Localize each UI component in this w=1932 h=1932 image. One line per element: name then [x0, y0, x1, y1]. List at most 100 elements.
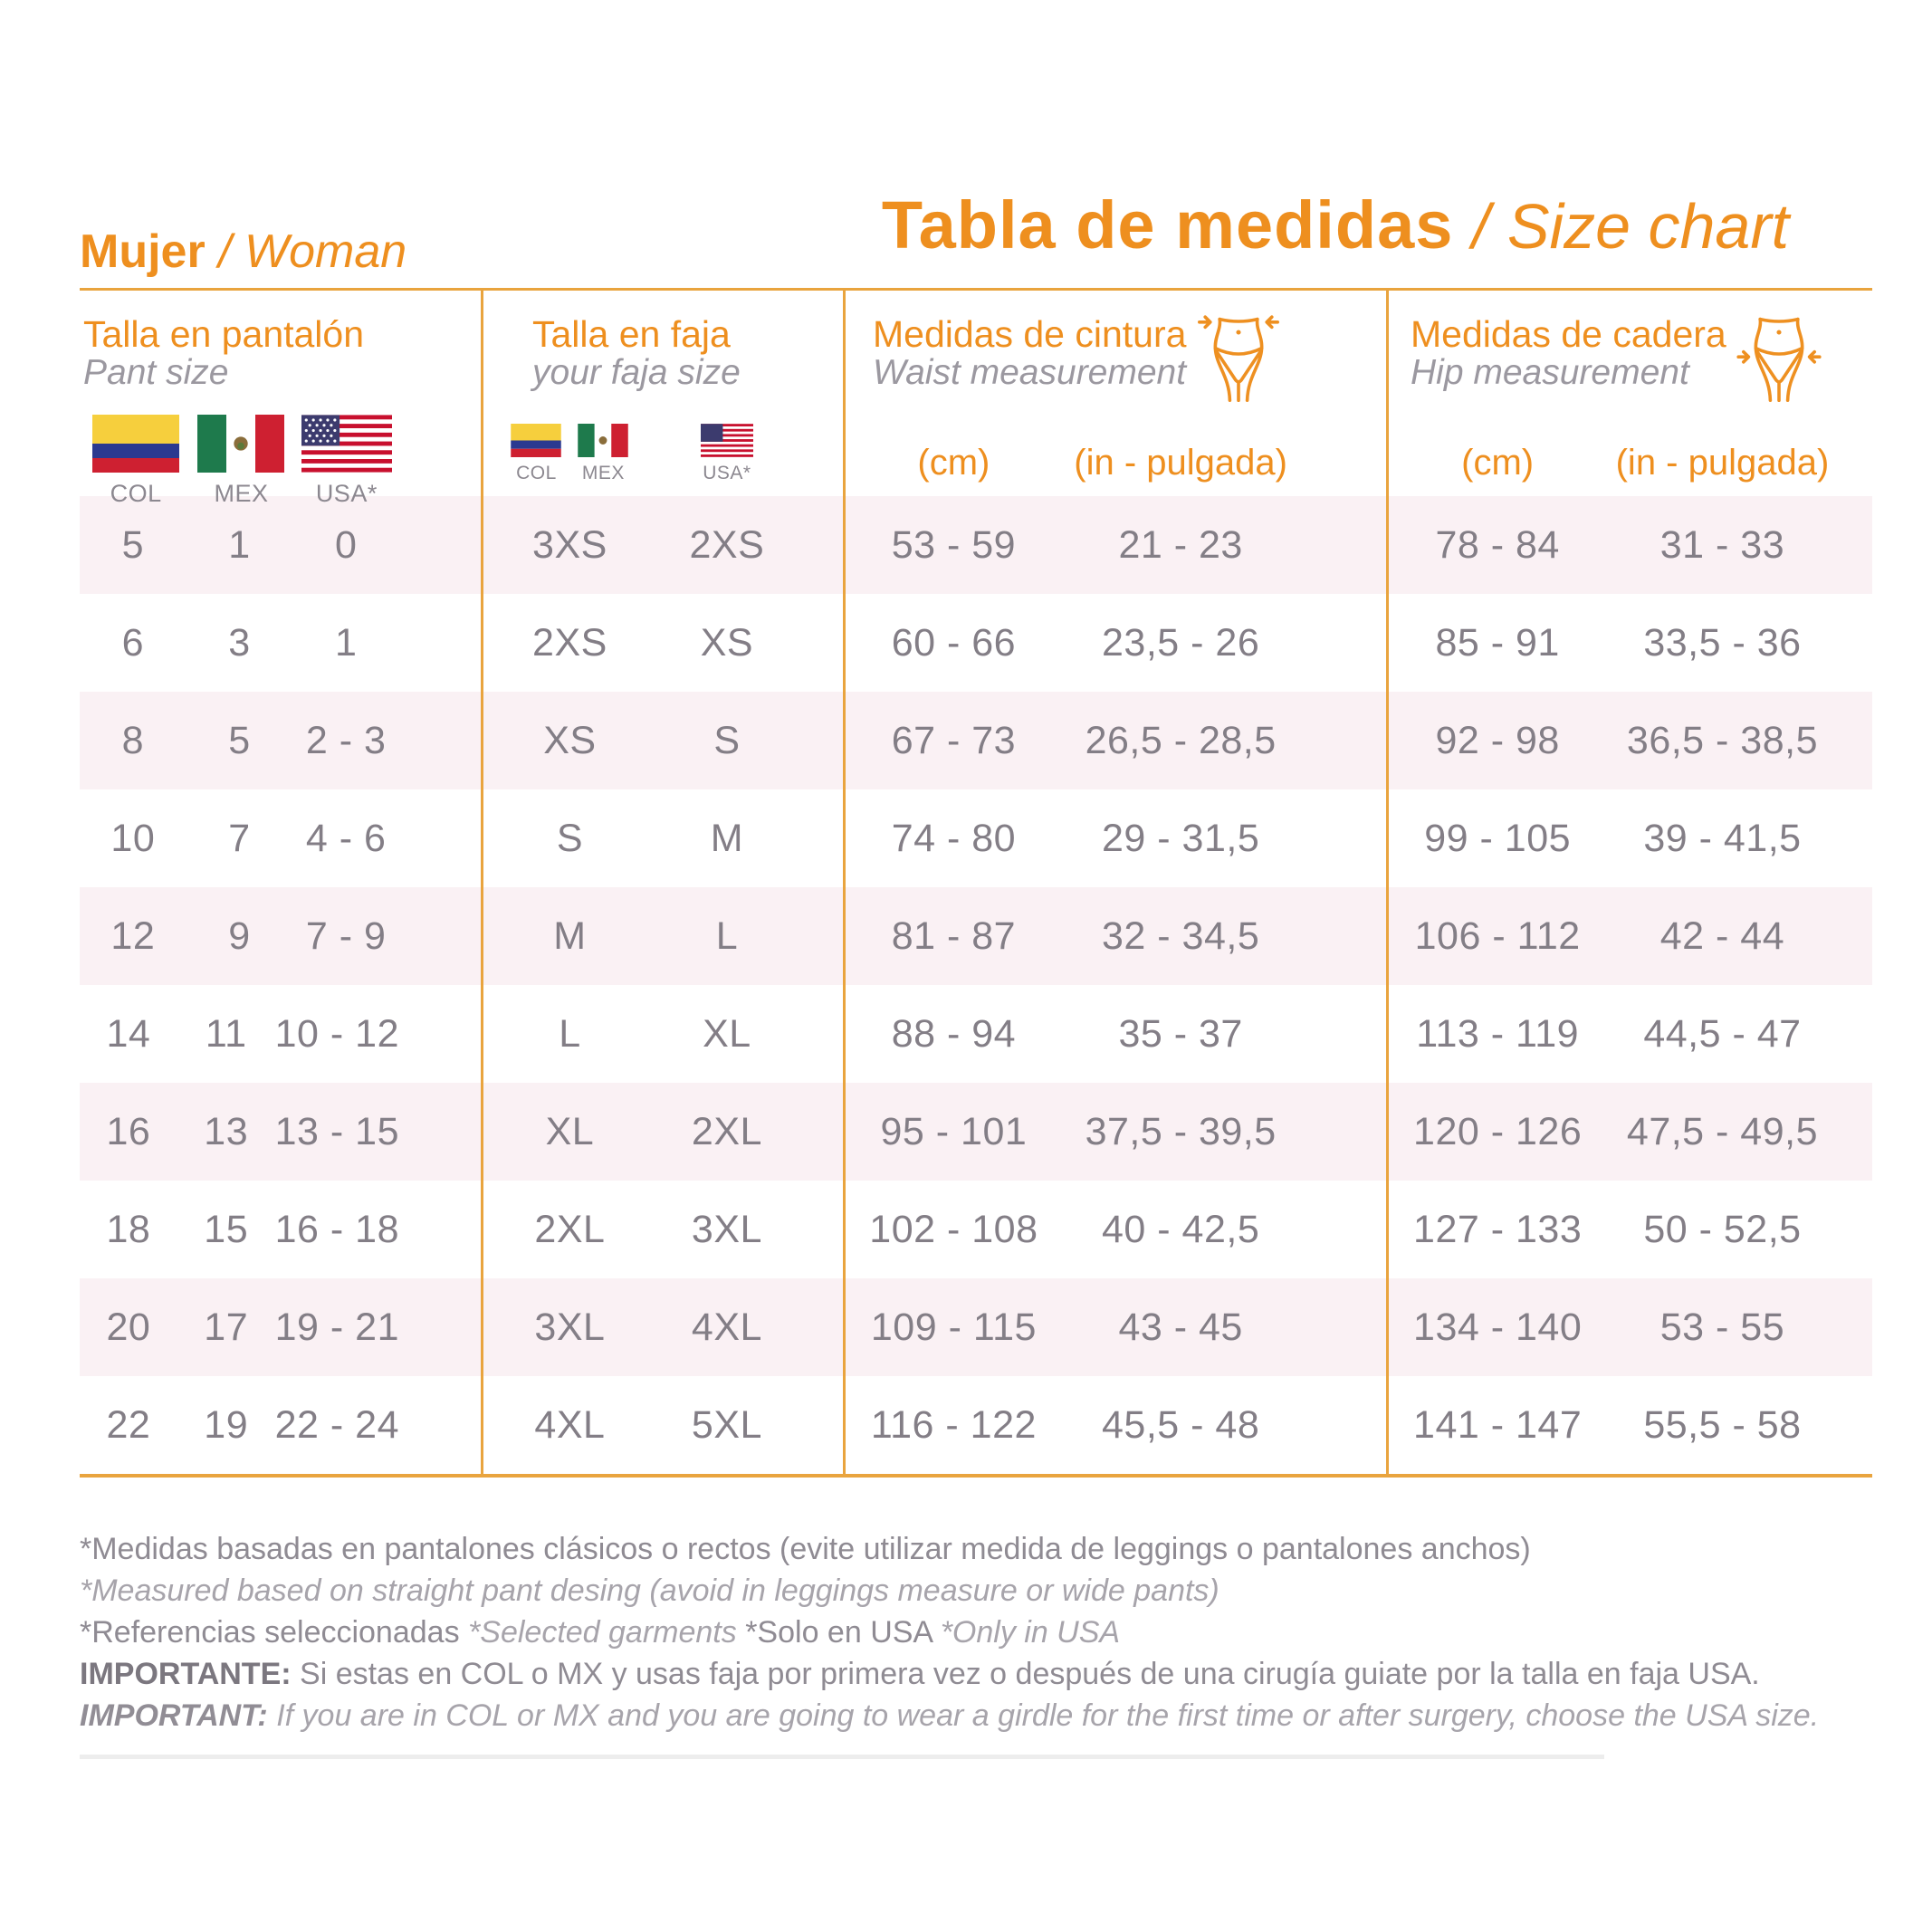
- row-faja-size-cells: S M: [481, 789, 843, 887]
- cell-pant-col: 20: [106, 1305, 151, 1349]
- table-row: 20 17 19 - 21 3XL 4XL 109 - 115 43 - 45 …: [80, 1278, 1872, 1376]
- header-hip: Medidas de cadera Hip measurement: [1386, 291, 1872, 509]
- cell-hip-cm: 141 - 147: [1413, 1402, 1583, 1447]
- cell-pant-usa: 19 - 21: [274, 1305, 399, 1349]
- mexico-flag-icon: [578, 424, 629, 458]
- cell-faja-colmex: 4XL: [534, 1402, 606, 1447]
- footnote-line: IMPORTANT: If you are in COL or MX and y…: [80, 1695, 1854, 1736]
- row-faja-size-cells: 2XS XS: [481, 594, 843, 692]
- footnote-segment: *Solo en USA: [745, 1615, 941, 1650]
- section-title: Mujer / Woman: [80, 225, 406, 279]
- hip-measure-icon: [1736, 317, 1822, 402]
- cell-faja-usa: S: [713, 718, 741, 762]
- cell-faja-colmex: L: [559, 1011, 581, 1056]
- row-hip-cells: 120 - 126 47,5 - 49,5: [1386, 1083, 1872, 1181]
- cell-pant-mex: 11: [205, 1011, 247, 1056]
- row-waist-cells: 74 - 80 29 - 31,5: [843, 789, 1386, 887]
- hip-title-en: Hip measurement: [1411, 353, 1689, 393]
- cell-hip-cm: 85 - 91: [1435, 620, 1560, 665]
- cell-faja-colmex: 2XS: [532, 620, 607, 665]
- cell-hip-cm: 106 - 112: [1414, 913, 1581, 958]
- cell-hip-in: 33,5 - 36: [1643, 620, 1802, 665]
- pant-size-flags: COL MEX: [83, 415, 481, 508]
- row-faja-size-cells: XL 2XL: [481, 1083, 843, 1181]
- pant-size-title-es: Talla en pantalón: [83, 313, 365, 355]
- cell-faja-usa: 4XL: [691, 1305, 762, 1349]
- footnote-segment: *Only in USA: [940, 1615, 1121, 1650]
- cell-pant-usa: 7 - 9: [305, 913, 387, 958]
- faja-size-flags: COL MEX: [483, 424, 843, 484]
- cell-faja-colmex: XL: [545, 1109, 595, 1153]
- cell-pant-col: 8: [121, 718, 145, 762]
- cell-hip-cm: 134 - 140: [1413, 1305, 1583, 1349]
- cell-pant-col: 12: [110, 913, 156, 958]
- cell-hip-cm: 99 - 105: [1424, 816, 1572, 860]
- row-hip-cells: 92 - 98 36,5 - 38,5: [1386, 692, 1872, 789]
- footnote-segment: *Selected garments: [468, 1615, 746, 1650]
- cell-waist-in: 29 - 31,5: [1102, 816, 1260, 860]
- flag-label-col: COL: [516, 463, 557, 484]
- cell-hip-in: 42 - 44: [1659, 913, 1785, 958]
- cell-faja-usa: 2XL: [691, 1109, 762, 1153]
- row-waist-cells: 88 - 94 35 - 37: [843, 985, 1386, 1083]
- waist-units: (cm) (in - pulgada): [846, 443, 1386, 483]
- row-hip-cells: 78 - 84 31 - 33: [1386, 496, 1872, 594]
- cell-waist-cm: 53 - 59: [891, 522, 1017, 567]
- cell-pant-usa: 2 - 3: [305, 718, 387, 762]
- row-pant-size-cells: 10 7 4 - 6: [80, 789, 481, 887]
- header-pant-size: Talla en pantalón Pant size COL: [80, 291, 481, 508]
- table-row: 6 3 1 2XS XS 60 - 66 23,5 - 26 85 - 91 3…: [80, 594, 1872, 692]
- row-waist-cells: 53 - 59 21 - 23: [843, 496, 1386, 594]
- row-hip-cells: 127 - 133 50 - 52,5: [1386, 1181, 1872, 1278]
- cell-pant-mex: 19: [204, 1402, 249, 1447]
- faja-size-title-es: Talla en faja: [532, 313, 731, 355]
- flag-label-usa: USA*: [315, 480, 378, 508]
- cell-waist-cm: 88 - 94: [891, 1011, 1017, 1056]
- row-faja-size-cells: M L: [481, 887, 843, 985]
- row-waist-cells: 60 - 66 23,5 - 26: [843, 594, 1386, 692]
- cell-faja-colmex: M: [553, 913, 587, 958]
- cell-pant-mex: 1: [228, 522, 251, 567]
- cell-faja-colmex: 3XL: [534, 1305, 606, 1349]
- flag-mexico: MEX: [188, 415, 293, 508]
- cell-pant-mex: 17: [204, 1305, 249, 1349]
- cell-waist-cm: 116 - 122: [870, 1402, 1037, 1447]
- footnote-segment: Si estas en COL o MX y usas faja por pri…: [300, 1657, 1760, 1691]
- table-row: 18 15 16 - 18 2XL 3XL 102 - 108 40 - 42,…: [80, 1181, 1872, 1278]
- row-pant-size-cells: 12 9 7 - 9: [80, 887, 481, 985]
- row-waist-cells: 95 - 101 37,5 - 39,5: [843, 1083, 1386, 1181]
- row-waist-cells: 102 - 108 40 - 42,5: [843, 1181, 1386, 1278]
- hip-title-es: Medidas de cadera: [1411, 313, 1726, 355]
- cell-waist-cm: 102 - 108: [869, 1207, 1038, 1251]
- cell-pant-mex: 15: [204, 1207, 249, 1251]
- cell-pant-mex: 7: [228, 816, 251, 860]
- cell-faja-usa: 3XL: [691, 1207, 762, 1251]
- row-waist-cells: 109 - 115 43 - 45: [843, 1278, 1386, 1376]
- cell-waist-cm: 67 - 73: [891, 718, 1017, 762]
- cell-faja-usa: XL: [703, 1011, 751, 1056]
- cell-hip-in: 39 - 41,5: [1643, 816, 1802, 860]
- footnote-line: IMPORTANTE: Si estas en COL o MX y usas …: [80, 1653, 1854, 1695]
- footnote-line: *Referencias seleccionadas *Selected gar…: [80, 1612, 1854, 1653]
- waist-measure-icon: [1198, 315, 1280, 402]
- cell-pant-col: 16: [106, 1109, 151, 1153]
- mexico-flag-icon: [197, 415, 285, 473]
- cell-faja-usa: L: [715, 913, 739, 958]
- cell-pant-usa: 16 - 18: [274, 1207, 399, 1251]
- cell-waist-in: 45,5 - 48: [1102, 1402, 1260, 1447]
- cell-faja-usa: 5XL: [691, 1402, 762, 1447]
- row-waist-cells: 67 - 73 26,5 - 28,5: [843, 692, 1386, 789]
- cell-pant-mex: 13: [204, 1109, 249, 1153]
- cell-pant-mex: 3: [228, 620, 251, 665]
- header-faja-size: Talla en faja your faja size COL: [481, 291, 843, 509]
- cell-waist-cm: 95 - 101: [880, 1109, 1028, 1153]
- row-faja-size-cells: XS S: [481, 692, 843, 789]
- cell-hip-cm: 127 - 133: [1413, 1207, 1583, 1251]
- cell-pant-mex: 9: [228, 913, 251, 958]
- table-row: 16 13 13 - 15 XL 2XL 95 - 101 37,5 - 39,…: [80, 1083, 1872, 1181]
- cell-pant-col: 6: [121, 620, 145, 665]
- cell-faja-colmex: S: [556, 816, 584, 860]
- cell-hip-in: 47,5 - 49,5: [1626, 1109, 1818, 1153]
- cell-waist-cm: 81 - 87: [891, 913, 1017, 958]
